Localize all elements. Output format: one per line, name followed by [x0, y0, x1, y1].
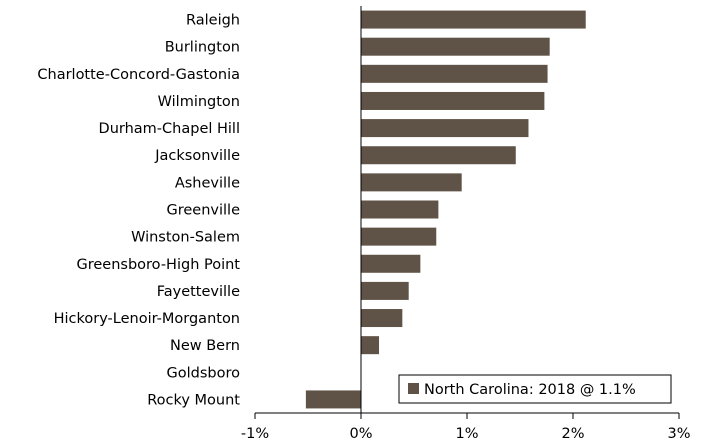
bar: [361, 254, 421, 273]
bar: [361, 10, 586, 29]
bar: [361, 173, 462, 192]
bar: [361, 146, 516, 165]
bar: [361, 119, 529, 138]
legend-swatch: [408, 383, 419, 394]
category-label: Jacksonville: [154, 148, 240, 164]
category-label: Charlotte-Concord-Gastonia: [37, 67, 240, 83]
x-axis: -1% 0% 1% 2% 3%: [241, 6, 691, 442]
x-tick-label: 0%: [349, 426, 372, 442]
category-label: Hickory-Lenoir-Morganton: [54, 311, 240, 327]
category-label: Fayetteville: [157, 284, 240, 300]
bar: [361, 281, 409, 300]
category-label: Raleigh: [186, 13, 240, 29]
bar: [361, 91, 545, 110]
x-tick-label: 1%: [455, 426, 478, 442]
category-label: Burlington: [165, 40, 240, 56]
x-tick-label: 3%: [667, 426, 690, 442]
category-label: Greenville: [167, 203, 241, 219]
x-tick-label: -1%: [241, 426, 269, 442]
legend-label: North Carolina: 2018 @ 1.1%: [424, 382, 636, 398]
category-label: Rocky Mount: [147, 392, 240, 408]
bar: [361, 200, 439, 219]
bar: [361, 227, 437, 246]
category-label: New Bern: [170, 338, 240, 354]
bar: [361, 37, 550, 56]
category-label: Durham-Chapel Hill: [99, 121, 240, 137]
legend: North Carolina: 2018 @ 1.1%: [398, 374, 672, 404]
bar: [361, 309, 403, 328]
category-label: Goldsboro: [167, 365, 241, 381]
bar: [361, 336, 380, 355]
bar: [305, 390, 361, 409]
bar: [361, 64, 548, 83]
category-label: Winston-Salem: [131, 230, 240, 246]
category-label: Greensboro-High Point: [77, 257, 241, 273]
bars-group: [305, 10, 586, 409]
category-labels: Raleigh Burlington Charlotte-Concord-Gasto…: [37, 13, 240, 409]
category-label: Asheville: [175, 175, 240, 191]
category-label: Wilmington: [158, 94, 240, 110]
x-tick-label: 2%: [561, 426, 584, 442]
legend-box: [398, 374, 672, 404]
